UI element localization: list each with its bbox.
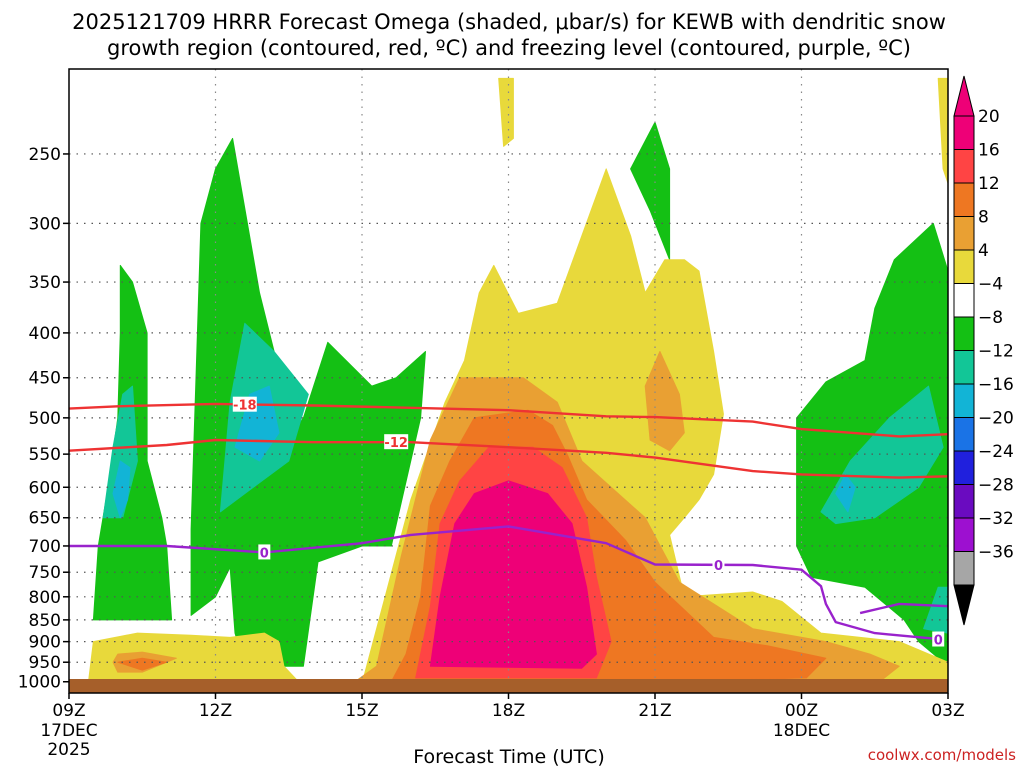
colorbar-swatch-4: [953, 249, 975, 284]
chart-title-line2: growth region (contoured, red, ºC) and f…: [107, 36, 911, 60]
credit-text: coolwx.com/models: [868, 746, 1016, 764]
colorbar-label-3: 8: [978, 208, 989, 228]
colorbar: 20 16 12 8 4 −4 −8 −12 −16 −20 −24 −28 −32 −36: [953, 75, 1014, 626]
x-tick-label-09Z: 09Z: [52, 701, 85, 721]
colorbar-bottom-arrow: [953, 584, 975, 626]
omega-region-10: [835, 473, 856, 513]
colorbar-swatch-1: [953, 149, 975, 184]
colorbar-swatch-5: [953, 283, 975, 318]
label-minus18: -18: [233, 399, 257, 414]
omega-region-16: [644, 351, 685, 452]
omega-region-8: [112, 460, 131, 519]
colorbar-swatch-8: [953, 383, 975, 418]
colorbar-label-5: −4: [978, 275, 1003, 295]
contour-dendritic_minus12: [68, 438, 949, 479]
colorbar-label-4: 4: [978, 241, 989, 261]
label-zero-bg-2: [932, 631, 945, 647]
x-tick-label-15Z: 15Z: [345, 701, 378, 721]
colorbar-label-7: −12: [978, 342, 1014, 362]
colorbar-label-12: −32: [978, 509, 1014, 529]
omega-region-2: [630, 121, 671, 261]
y-tick-label-750: 750: [29, 563, 61, 583]
y-tick-label-950: 950: [29, 653, 61, 673]
label-zero-bg-1: [712, 557, 725, 573]
colorbar-swatch-3: [953, 216, 975, 251]
y-tick-label-300: 300: [29, 214, 61, 234]
colorbar-label-1: 16: [978, 141, 1000, 161]
label-minus12-bg: [384, 434, 409, 450]
colorbar-swatch-10: [953, 450, 975, 485]
colorbar-swatch-9: [953, 417, 975, 452]
colorbar-top-arrow: [953, 75, 975, 117]
label-zero-0: 0: [260, 546, 269, 561]
y-tick-label-850: 850: [29, 611, 61, 631]
colorbar-label-9: −20: [978, 409, 1014, 429]
colorbar-label-6: −8: [978, 308, 1003, 328]
x-tick-year-09Z: 2025: [47, 740, 90, 760]
omega-region-13: [498, 77, 514, 147]
axes: 2503003504004505005506006507007508008509…: [18, 145, 965, 760]
label-minus18-bg: [232, 396, 257, 412]
colorbar-swatch-12: [953, 517, 975, 552]
colorbar-swatch-13: [953, 551, 975, 586]
y-tick-label-500: 500: [29, 409, 61, 429]
y-tick-label-900: 900: [29, 633, 61, 653]
label-zero-2: 0: [934, 634, 943, 649]
omega-shading: [88, 77, 949, 686]
y-tick-label-600: 600: [29, 478, 61, 498]
x-tick-label-21Z: 21Z: [638, 701, 671, 721]
x-tick-label-18Z: 18Z: [492, 701, 525, 721]
chart-title-line1: 2025121709 HRRR Forecast Omega (shaded, …: [72, 10, 946, 34]
colorbar-label-8: −16: [978, 375, 1014, 395]
y-tick-label-550: 550: [29, 445, 61, 465]
omega-region-1: [190, 137, 426, 667]
colorbar-swatch-6: [953, 316, 975, 351]
label-zero-1: 0: [714, 559, 723, 574]
label-zero-bg-0: [258, 544, 271, 560]
colorbar-label-2: 12: [978, 174, 1000, 194]
y-tick-label-700: 700: [29, 537, 61, 557]
contour-freezing_0: [69, 525, 944, 641]
y-tick-label-450: 450: [29, 369, 61, 389]
x-tick-label-00Z: 00Z: [785, 701, 818, 721]
y-tick-label-1000: 1000: [18, 673, 61, 693]
omega-region-21: [429, 480, 597, 669]
x-tick-label-12Z: 12Z: [199, 701, 232, 721]
contour-dendritic_minus18: [68, 402, 949, 438]
x-tick-date-00Z: 18DEC: [773, 721, 830, 741]
y-tick-label-800: 800: [29, 588, 61, 608]
colorbar-label-10: −24: [978, 442, 1014, 462]
x-tick-label-03Z: 03Z: [931, 701, 964, 721]
y-tick-label-400: 400: [29, 324, 61, 344]
x-axis-title: Forecast Time (UTC): [413, 746, 604, 768]
label-minus12: -12: [384, 436, 408, 451]
contour-freezing_0_b: [859, 602, 949, 615]
y-tick-label-650: 650: [29, 509, 61, 529]
colorbar-swatch-11: [953, 484, 975, 519]
y-tick-label-350: 350: [29, 273, 61, 293]
colorbar-label-11: −28: [978, 476, 1014, 496]
colorbar-label-13: −36: [978, 543, 1014, 563]
contour-lines: -18 -12 0 0 0: [68, 396, 949, 649]
colorbar-label-0: 20: [978, 107, 1000, 127]
y-tick-label-250: 250: [29, 145, 61, 165]
colorbar-swatch-7: [953, 350, 975, 385]
x-tick-date-09Z: 17DEC: [40, 721, 97, 741]
ground-surface: [69, 679, 948, 693]
colorbar-swatch-0: [953, 115, 975, 150]
colorbar-swatch-2: [953, 182, 975, 217]
